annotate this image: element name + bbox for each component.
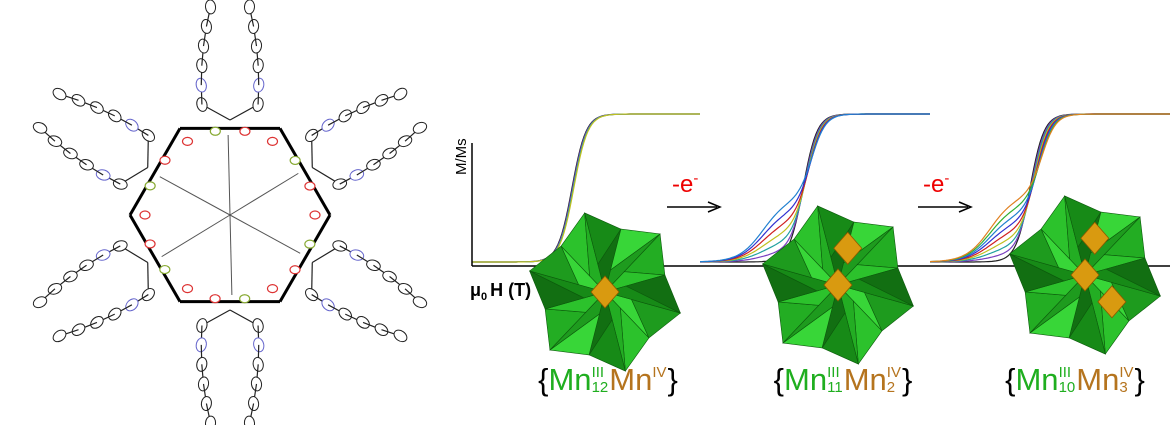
atom xyxy=(305,182,315,190)
atom xyxy=(183,285,193,293)
formula-text: } xyxy=(902,362,912,398)
formula-sub: 11 xyxy=(827,380,843,395)
formula-text: { xyxy=(774,362,784,398)
atom xyxy=(268,285,278,293)
formula-text: Mn xyxy=(609,362,652,398)
atom xyxy=(210,295,220,303)
formula-text: { xyxy=(1005,362,1015,398)
formula-text: { xyxy=(538,362,548,398)
atom xyxy=(240,295,250,303)
formula-sub: 10 xyxy=(1059,380,1076,395)
atom xyxy=(160,266,170,274)
atom xyxy=(290,156,300,164)
atom xyxy=(392,86,409,102)
formula-text: Mn xyxy=(1015,362,1058,398)
formula-sup: IV xyxy=(1119,365,1133,380)
atom xyxy=(140,211,150,219)
formula-sub: 3 xyxy=(1119,380,1133,395)
bond xyxy=(230,215,232,295)
formula-sup: IV xyxy=(887,365,901,380)
formula-text: Mn xyxy=(1076,362,1119,398)
arrow xyxy=(667,202,720,212)
bond xyxy=(162,215,230,257)
atom xyxy=(244,0,255,14)
arrow xyxy=(918,202,971,212)
y-axis-label: M/Ms xyxy=(453,138,470,175)
formula-sup: III xyxy=(1059,365,1076,380)
atom xyxy=(51,86,68,102)
atom xyxy=(310,211,320,219)
bond xyxy=(228,135,230,215)
formula-text: } xyxy=(668,362,678,398)
formula-sub xyxy=(652,380,666,395)
formula-sup: III xyxy=(827,365,843,380)
atom xyxy=(205,0,217,14)
formula-sup: III xyxy=(592,365,609,380)
atom xyxy=(240,127,250,135)
formula-text: Mn xyxy=(844,362,887,398)
formula-sub: 2 xyxy=(887,380,901,395)
atom xyxy=(145,240,155,248)
formula-sup: IV xyxy=(652,365,666,380)
atom xyxy=(145,182,155,190)
atom xyxy=(268,137,278,145)
atom xyxy=(51,328,68,344)
formula-text: Mn xyxy=(784,362,827,398)
atom xyxy=(244,416,255,425)
atom xyxy=(320,117,337,134)
atom xyxy=(305,240,315,248)
figure: M/Ms μ0H (T) -e- -e- {MnIII12MnIV} {MnII… xyxy=(0,0,1170,425)
arrow-label: -e- xyxy=(923,170,949,199)
bond xyxy=(280,215,330,302)
atom xyxy=(290,266,300,274)
atom xyxy=(183,137,193,145)
bond xyxy=(230,173,298,215)
atom xyxy=(205,416,216,425)
bond xyxy=(280,128,330,215)
formula-scripts: IV xyxy=(652,365,666,395)
polyhedra xyxy=(530,196,1161,371)
formula-text: Mn xyxy=(548,362,591,398)
atom xyxy=(210,127,220,135)
formula-text: } xyxy=(1135,362,1145,398)
atom xyxy=(392,328,409,344)
bond xyxy=(130,128,180,215)
formula-sub: 12 xyxy=(592,380,609,395)
bond xyxy=(130,215,180,302)
atom xyxy=(160,156,170,164)
molecular-structure xyxy=(32,0,429,425)
arrow-label: -e- xyxy=(672,170,698,199)
bond xyxy=(160,177,230,215)
bond xyxy=(230,215,300,253)
